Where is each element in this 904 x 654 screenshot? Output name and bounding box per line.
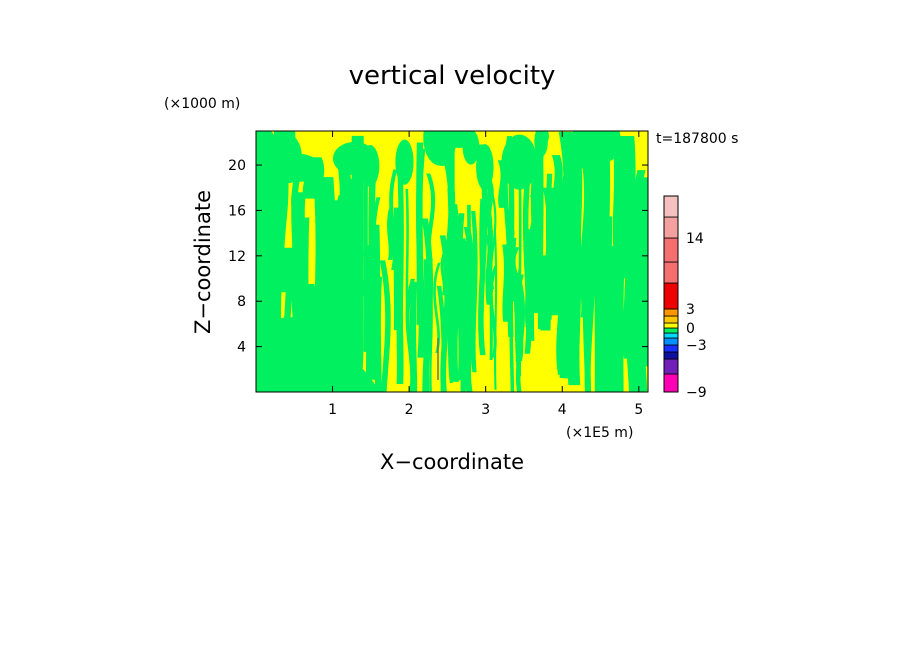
- plot-area: [255, 130, 649, 393]
- field-streak: [343, 255, 353, 347]
- field-streak: [557, 184, 569, 296]
- field-streak: [534, 166, 540, 295]
- y-unit-label: (×1000 m): [164, 96, 240, 112]
- field-streak: [416, 148, 426, 358]
- colorbar-band: [663, 351, 679, 360]
- field-streak: [387, 208, 394, 260]
- velocity-field: [256, 131, 648, 392]
- field-streak: [545, 173, 553, 320]
- colorbar-band: [663, 282, 679, 310]
- field-streak: [436, 285, 447, 392]
- field-streak: [582, 231, 592, 392]
- x-tick-label: 5: [634, 402, 643, 418]
- colorbar-band: [663, 373, 679, 393]
- colorbar-band: [663, 216, 679, 239]
- colorbar-band: [663, 327, 679, 334]
- field-streak: [502, 244, 510, 322]
- colorbar-band: [663, 308, 679, 317]
- field-blob: [536, 131, 549, 146]
- field-streak: [622, 230, 634, 359]
- colorbar-band: [663, 322, 679, 329]
- field-streak: [471, 211, 478, 373]
- time-label: t=187800 s: [656, 131, 738, 147]
- field-streak: [433, 262, 441, 353]
- field-blob: [582, 135, 601, 154]
- field-streak: [489, 265, 498, 358]
- field-streak: [479, 198, 485, 319]
- colorbar-tick-label: 14: [686, 231, 704, 247]
- colorbar-frame: [663, 195, 679, 393]
- field-streak: [456, 213, 465, 381]
- y-tick-label: 20: [228, 158, 246, 174]
- field-streak: [283, 254, 293, 349]
- field-streak: [256, 243, 278, 392]
- chart-title: vertical velocity: [349, 61, 556, 91]
- x-axis-ticks: 1 2 3 4 5: [328, 131, 643, 418]
- colorbar-band: [663, 358, 679, 375]
- field-blob: [395, 139, 414, 185]
- x-tick-label: 3: [481, 402, 490, 418]
- field-streak: [351, 135, 364, 352]
- field-streak: [304, 283, 319, 392]
- field-blob: [360, 144, 380, 187]
- colorbar-tick-label: 0: [686, 321, 695, 337]
- field-streak: [449, 216, 458, 289]
- y-tick-label: 12: [228, 249, 246, 265]
- field-streak: [331, 275, 348, 326]
- field-streak: [409, 281, 418, 392]
- y-tick-label: 4: [237, 340, 246, 356]
- colorbar-tick-label: 3: [686, 302, 695, 318]
- field-streak: [450, 243, 459, 336]
- colorbar-band: [663, 344, 679, 353]
- field-blob: [423, 131, 457, 166]
- field-streak: [405, 189, 409, 315]
- field-streak: [291, 192, 306, 263]
- field-blob: [501, 134, 538, 190]
- field-streak: [514, 274, 524, 362]
- field-streak: [369, 269, 376, 340]
- colorbar-band: [663, 237, 679, 263]
- field-blob: [256, 131, 276, 153]
- colorbar-band: [663, 337, 679, 346]
- field-streak: [527, 229, 535, 341]
- colorbar-tick-label: −9: [686, 385, 707, 401]
- x-unit-label: (×1E5 m): [566, 425, 633, 441]
- field-streak: [426, 173, 436, 261]
- x-tick-label: 4: [558, 402, 567, 418]
- colorbar-band: [663, 315, 679, 324]
- field-streak: [424, 255, 431, 392]
- colorbar-band: [663, 261, 679, 284]
- field-streak: [467, 204, 471, 392]
- field-blob: [476, 143, 494, 191]
- y-tick-label: 16: [228, 203, 246, 219]
- y-tick-label: 8: [237, 294, 246, 310]
- colorbar-tick-label: −3: [686, 338, 707, 354]
- y-axis-label: Z−coordinate: [191, 190, 215, 334]
- field-streak: [598, 181, 608, 346]
- colorbar-ticks: 14 3 0−3 −9: [686, 231, 707, 401]
- field-streak: [485, 207, 493, 305]
- x-tick-label: 2: [405, 402, 414, 418]
- colorbar-band: [663, 332, 679, 339]
- field-streak: [379, 260, 391, 392]
- field-blob: [462, 131, 480, 165]
- x-tick-label: 1: [328, 402, 337, 418]
- x-axis-label: X−coordinate: [380, 450, 524, 474]
- plot-frame: [255, 130, 649, 393]
- field-blob: [273, 131, 296, 165]
- field-streak: [616, 219, 630, 279]
- colorbar-band: [663, 195, 679, 218]
- y-axis-ticks: 4 8 12 16 20: [228, 158, 648, 356]
- colorbar: [663, 195, 679, 393]
- field-streak: [397, 174, 404, 349]
